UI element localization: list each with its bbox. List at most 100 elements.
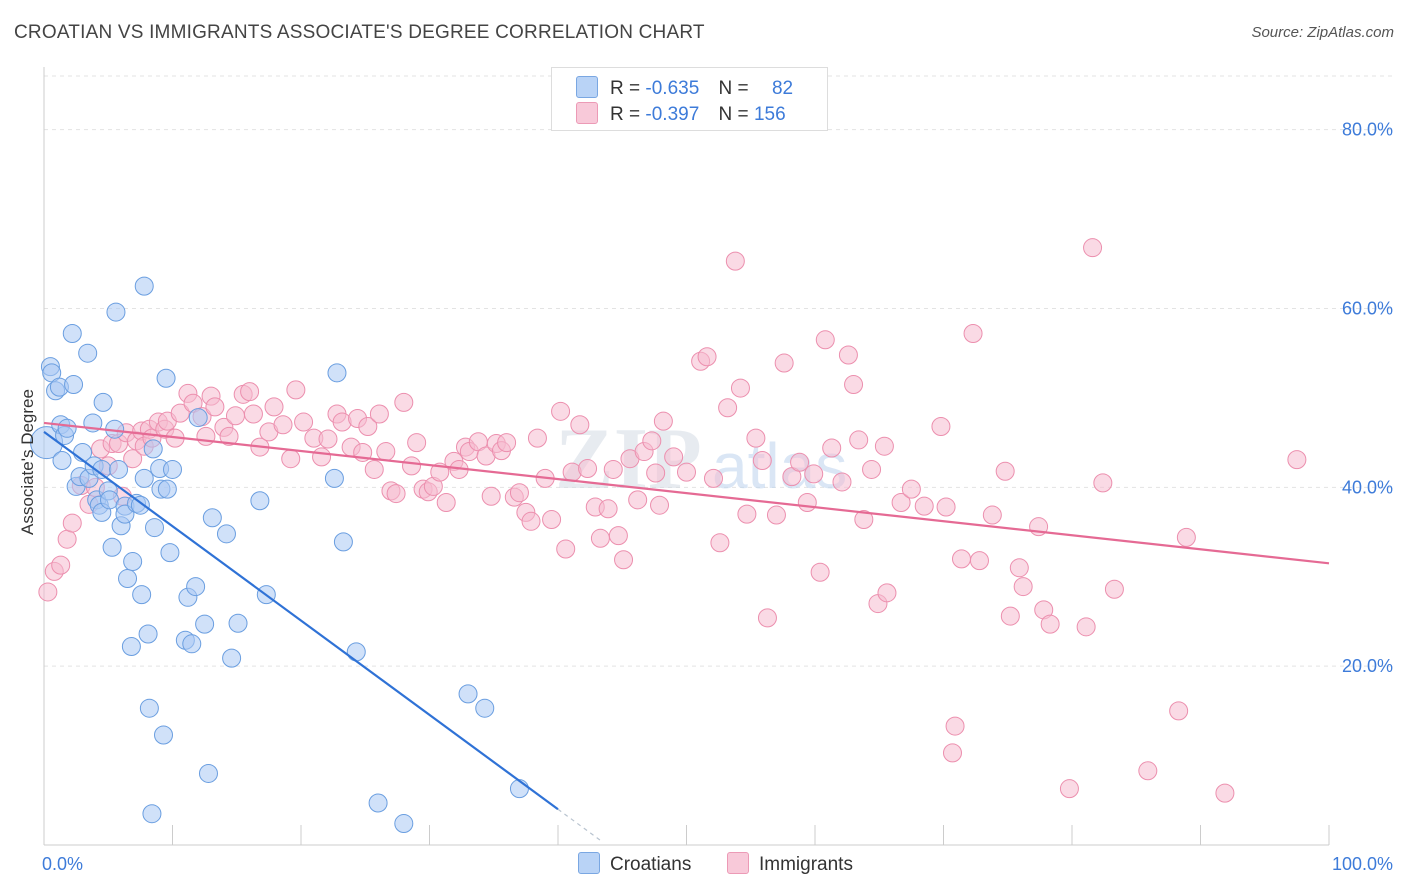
croatians-point	[102, 537, 122, 557]
immigrants-point	[369, 404, 389, 424]
immigrants-point	[402, 456, 422, 476]
croatians-point	[346, 642, 366, 662]
immigrants-point	[730, 378, 750, 398]
immigrants-point	[969, 551, 989, 571]
immigrants-point	[386, 484, 406, 504]
croatians-point	[109, 459, 129, 479]
croatians-point	[195, 614, 215, 634]
croatians-point	[93, 392, 113, 412]
immigrants-point	[822, 438, 842, 458]
immigrants-point	[951, 549, 971, 569]
immigrants-point	[1287, 450, 1307, 470]
legend-swatch-croatians	[576, 76, 598, 98]
immigrants-point	[1093, 473, 1113, 493]
croatians-point	[118, 569, 138, 589]
source-note: Source: ZipAtlas.com	[1251, 24, 1394, 41]
immigrants-point	[931, 417, 951, 437]
croatians-point	[134, 276, 154, 296]
immigrants-point	[945, 716, 965, 736]
legend-n-label: N =	[718, 104, 749, 125]
croatians-trend-line	[43, 430, 559, 811]
bottom-swatch-immigrants	[727, 852, 749, 874]
immigrants-point	[774, 353, 794, 373]
immigrants-point	[1000, 606, 1020, 626]
immigrants-point	[877, 583, 897, 603]
immigrants-point	[562, 462, 582, 482]
immigrants-point	[1009, 558, 1029, 578]
croatians-point	[333, 532, 353, 552]
croatians-point	[216, 524, 236, 544]
immigrants-point	[1083, 238, 1103, 258]
legend-r-label: R =	[610, 78, 641, 99]
bottom-swatch-croatians	[578, 852, 600, 874]
immigrants-point	[1138, 761, 1158, 781]
immigrants-point	[608, 526, 628, 546]
immigrants-point	[205, 397, 225, 417]
croatians-point	[228, 613, 248, 633]
immigrants-point	[57, 529, 77, 549]
immigrants-point	[757, 608, 777, 628]
immigrants-point	[1059, 779, 1079, 799]
bottom-legend-immigrants: Immigrants	[727, 852, 853, 876]
legend-n-value: 82	[771, 78, 794, 99]
croatians-points	[30, 276, 529, 834]
croatians-point	[142, 804, 162, 824]
croatians-point	[324, 468, 344, 488]
croatians-point	[143, 439, 163, 459]
immigrants-point	[62, 513, 82, 533]
croatians-point	[156, 368, 176, 388]
croatians-point	[394, 814, 414, 834]
immigrants-point	[264, 397, 284, 417]
immigrants-point	[542, 510, 562, 530]
immigrants-point	[286, 380, 306, 400]
immigrants-point	[294, 412, 314, 432]
croatians-point	[134, 468, 154, 488]
immigrants-point	[797, 493, 817, 513]
croatians-point	[222, 648, 242, 668]
immigrants-point	[790, 452, 810, 472]
immigrants-point	[891, 493, 911, 513]
immigrants-point	[407, 433, 427, 453]
immigrants-point	[603, 459, 623, 479]
immigrants-point	[718, 398, 738, 418]
immigrants-point	[914, 496, 934, 516]
croatians-point	[62, 324, 82, 344]
x-tick-label: 0.0%	[42, 854, 83, 874]
immigrants-point	[737, 504, 757, 524]
grid	[44, 75, 1392, 667]
trend-lines	[43, 421, 1330, 843]
immigrants-point	[1169, 701, 1189, 721]
immigrants-point	[650, 495, 670, 515]
immigrants-point	[832, 472, 852, 492]
immigrants-point	[219, 426, 239, 446]
croatians-point	[202, 508, 222, 528]
immigrants-point	[862, 459, 882, 479]
legend-r-label: R =	[610, 104, 641, 125]
immigrants-point	[590, 528, 610, 548]
immigrants-point	[710, 533, 730, 553]
immigrants-point	[551, 401, 571, 421]
immigrants-point	[578, 459, 598, 479]
immigrants-point	[854, 510, 874, 530]
croatians-point	[139, 698, 159, 718]
legend-r-value: -0.635	[645, 78, 700, 99]
immigrants-point	[653, 411, 673, 431]
croatians-point	[475, 698, 495, 718]
immigrants-point	[942, 743, 962, 763]
croatians-point	[130, 495, 150, 515]
immigrants-point	[394, 392, 414, 412]
immigrants-point	[936, 497, 956, 517]
immigrants-point	[527, 428, 547, 448]
immigrants-point	[677, 462, 696, 482]
legend-swatch-immigrants	[576, 102, 598, 124]
croatians-trend-extension	[557, 808, 604, 843]
croatians-point	[138, 624, 158, 644]
bottom-label-croatians: Croatians	[610, 854, 692, 875]
immigrants-point	[556, 539, 576, 559]
legend: R = -0.635 N = 82 R = -0.397 N = 156	[551, 67, 828, 131]
immigrants-point	[170, 403, 190, 423]
immigrants-point	[804, 464, 824, 484]
legend-row-immigrants: R = -0.397 N = 156	[576, 102, 786, 125]
immigrants-point	[318, 429, 338, 449]
